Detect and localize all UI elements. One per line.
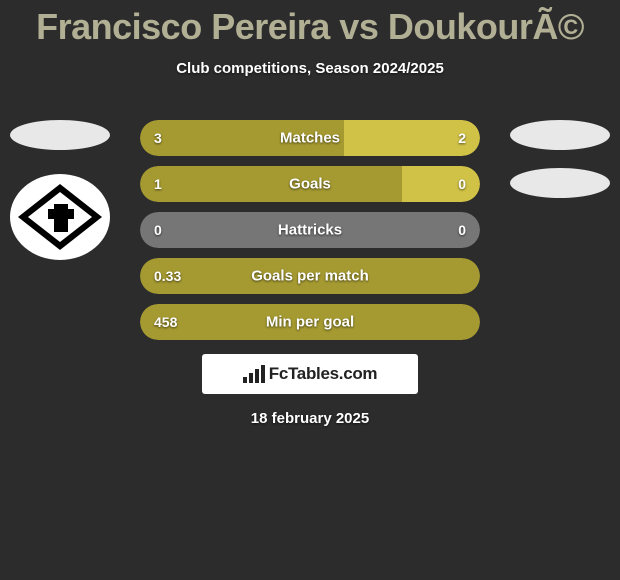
bar-value-right: 0	[458, 222, 466, 238]
attribution-text: FcTables.com	[269, 364, 378, 384]
bar-fill-right	[402, 166, 480, 202]
bar-value-left: 458	[154, 314, 177, 330]
bar-value-left: 3	[154, 130, 162, 146]
team-badge-placeholder	[510, 168, 610, 198]
bar-label: Min per goal	[266, 314, 354, 331]
bar-label: Matches	[280, 130, 340, 147]
bar-value-left: 1	[154, 176, 162, 192]
stat-bar: 1 0 Goals	[140, 166, 480, 202]
bar-label: Hattricks	[278, 222, 342, 239]
comparison-bars: 3 2 Matches 1 0 Goals 0 0 Hattricks 0.33 Goals per…	[140, 120, 480, 340]
bar-value-right: 2	[458, 130, 466, 146]
stat-bar: 0.33 Goals per match	[140, 258, 480, 294]
left-team-badges	[10, 120, 110, 260]
bar-value-left: 0	[154, 222, 162, 238]
stat-bar: 0 0 Hattricks	[140, 212, 480, 248]
date-label: 18 february 2025	[251, 410, 369, 427]
stat-bar: 3 2 Matches	[140, 120, 480, 156]
bar-fill-left	[140, 166, 402, 202]
bar-value-right: 0	[458, 176, 466, 192]
page-title: Francisco Pereira vs DoukourÃ©	[0, 0, 620, 48]
attribution-badge: FcTables.com	[202, 354, 418, 394]
stat-bar: 458 Min per goal	[140, 304, 480, 340]
chart-icon	[243, 365, 265, 383]
team-badge-placeholder	[510, 120, 610, 150]
right-team-badges	[510, 120, 610, 198]
subtitle: Club competitions, Season 2024/2025	[0, 60, 620, 77]
team-badge-placeholder	[10, 120, 110, 150]
bar-value-left: 0.33	[154, 268, 181, 284]
team-logo	[10, 174, 110, 260]
bar-label: Goals per match	[251, 268, 369, 285]
bar-label: Goals	[289, 176, 331, 193]
